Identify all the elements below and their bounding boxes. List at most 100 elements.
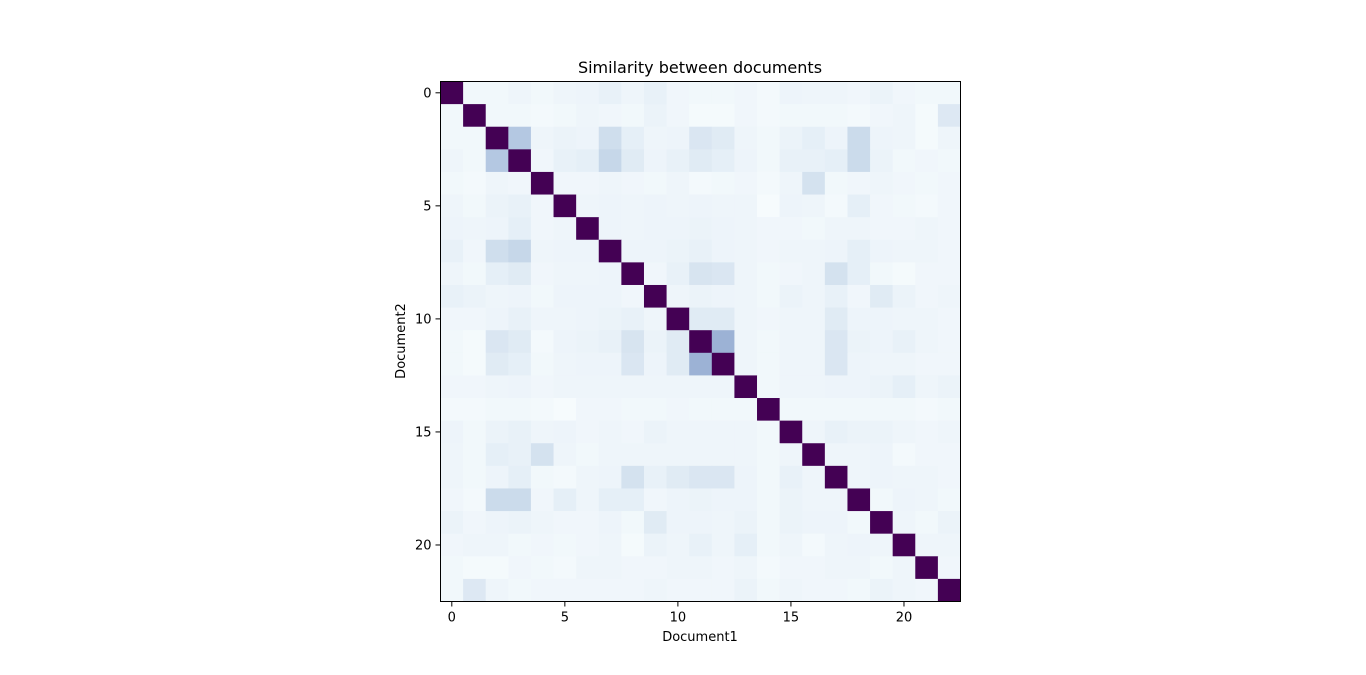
heatmap-cell: [576, 126, 600, 150]
heatmap-cell: [666, 284, 690, 308]
heatmap-cell: [802, 149, 826, 173]
heatmap-cell: [734, 104, 758, 128]
heatmap-cell: [847, 126, 871, 150]
y-axis-ticks: 0 5 10 15 20: [415, 86, 441, 553]
heatmap-cell: [757, 262, 781, 286]
heatmap-cell: [847, 262, 871, 286]
heatmap-cell: [440, 375, 464, 399]
heatmap-cell: [802, 398, 826, 422]
heatmap-cell: [937, 149, 961, 173]
heatmap-cell: [711, 149, 735, 173]
heatmap-cell: [440, 443, 464, 467]
heatmap-cell: [824, 307, 848, 331]
heatmap-cell: [643, 194, 667, 218]
heatmap-cell: [598, 511, 622, 535]
heatmap-cell: [802, 171, 826, 195]
heatmap-cell: [824, 511, 848, 535]
heatmap-cell: [440, 262, 464, 286]
heatmap-cell: [915, 556, 939, 580]
heatmap-cell: [734, 149, 758, 173]
heatmap-cell: [937, 533, 961, 557]
heatmap-cell: [937, 443, 961, 467]
heatmap-cell: [779, 352, 803, 376]
heatmap-cell: [508, 239, 532, 263]
heatmap-cell: [553, 398, 577, 422]
heatmap-cell: [485, 149, 509, 173]
heatmap-cell: [892, 217, 916, 241]
heatmap-cell: [689, 556, 713, 580]
heatmap-cell: [802, 556, 826, 580]
heatmap-cell: [915, 488, 939, 512]
heatmap-cell: [870, 443, 894, 467]
heatmap-cell: [847, 194, 871, 218]
heatmap-cell: [666, 104, 690, 128]
heatmap-cell: [598, 420, 622, 444]
x-tick-label: 0: [448, 611, 456, 626]
heatmap-cell: [485, 443, 509, 467]
heatmap-cell: [937, 330, 961, 354]
heatmap-cell: [892, 171, 916, 195]
heatmap-cell: [824, 578, 848, 602]
heatmap-cell: [508, 533, 532, 557]
heatmap-cell: [485, 217, 509, 241]
heatmap-cell: [440, 488, 464, 512]
heatmap-cell: [757, 375, 781, 399]
heatmap-cell: [711, 217, 735, 241]
heatmap-cell: [621, 126, 645, 150]
heatmap-cell: [734, 126, 758, 150]
heatmap-cell: [757, 149, 781, 173]
heatmap-cell: [530, 217, 554, 241]
heatmap-cell: [779, 307, 803, 331]
heatmap-cell: [440, 81, 464, 105]
heatmap-cell: [779, 81, 803, 105]
heatmap-cell: [666, 126, 690, 150]
heatmap-cell: [553, 465, 577, 489]
heatmap-cell: [463, 217, 487, 241]
heatmap-cell: [666, 488, 690, 512]
heatmap-cell: [621, 465, 645, 489]
heatmap-cell: [440, 578, 464, 602]
heatmap-cell: [463, 578, 487, 602]
heatmap-cell: [802, 284, 826, 308]
heatmap-cell: [485, 284, 509, 308]
heatmap-cell: [553, 578, 577, 602]
heatmap-cell: [530, 578, 554, 602]
heatmap-cell: [915, 578, 939, 602]
heatmap-cell: [711, 420, 735, 444]
heatmap-cell: [847, 284, 871, 308]
heatmap-cell: [824, 443, 848, 467]
heatmap-cell: [508, 465, 532, 489]
heatmap-cell: [915, 375, 939, 399]
heatmap-cell: [757, 126, 781, 150]
heatmap-cell: [779, 330, 803, 354]
heatmap-cell: [576, 149, 600, 173]
heatmap-cell: [643, 511, 667, 535]
heatmap-cell: [689, 307, 713, 331]
heatmap-cell: [824, 375, 848, 399]
heatmap-cell: [463, 262, 487, 286]
heatmap-cell: [937, 126, 961, 150]
heatmap-cell: [598, 330, 622, 354]
heatmap-cell: [440, 149, 464, 173]
heatmap-cell: [666, 194, 690, 218]
heatmap-cell: [779, 443, 803, 467]
x-tick-label: 15: [783, 611, 800, 626]
heatmap-cell: [553, 194, 577, 218]
heatmap-cell: [621, 217, 645, 241]
heatmap-cell: [576, 375, 600, 399]
heatmap-cell: [847, 533, 871, 557]
heatmap-cell: [643, 330, 667, 354]
heatmap-cell: [870, 239, 894, 263]
heatmap-cell: [643, 126, 667, 150]
heatmap-cell: [870, 262, 894, 286]
heatmap-cell: [530, 239, 554, 263]
heatmap-cell: [598, 194, 622, 218]
heatmap-cell: [485, 307, 509, 331]
heatmap-cell: [892, 352, 916, 376]
heatmap-cell: [508, 556, 532, 580]
heatmap-cell: [485, 194, 509, 218]
heatmap-cell: [576, 443, 600, 467]
heatmap-cell: [802, 375, 826, 399]
heatmap-cell: [802, 465, 826, 489]
heatmap-cell: [621, 104, 645, 128]
